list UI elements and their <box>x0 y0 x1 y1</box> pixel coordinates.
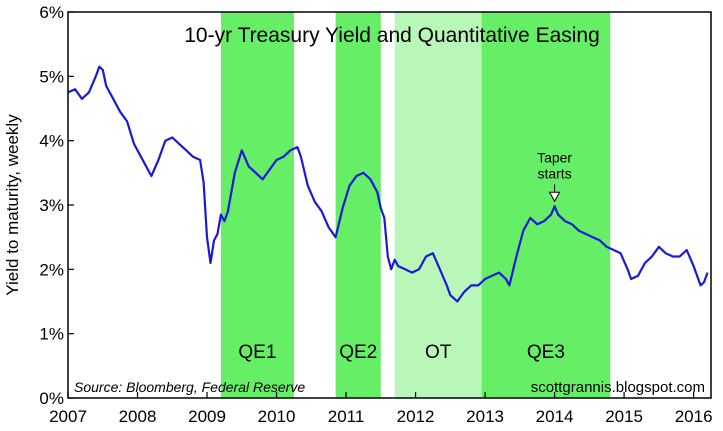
y-tick-label: 6% <box>39 3 64 22</box>
y-tick-label: 2% <box>39 260 64 279</box>
x-tick-label: 2010 <box>258 407 296 426</box>
annotation-arrow-head <box>548 191 561 203</box>
x-tick-label: 2011 <box>328 407 365 426</box>
period-label-qe2: QE2 <box>339 342 377 363</box>
period-band-qe1 <box>220 12 294 398</box>
x-axis: 2007 2008 2009 2010 2011 2012 2013 2014 2015 2016 <box>49 392 713 426</box>
y-tick-label: 5% <box>39 67 64 86</box>
credit-note: scottgrannis.blogspot.com <box>531 379 705 396</box>
annotation-text-1: starts <box>537 165 571 181</box>
x-tick-label: 2009 <box>188 407 226 426</box>
period-label-qe1: QE1 <box>238 342 276 363</box>
x-tick-label: 2007 <box>49 407 87 426</box>
period-band-qe2 <box>335 12 381 398</box>
period-band-ot <box>394 12 482 398</box>
y-tick-label: 3% <box>39 196 64 215</box>
x-tick-label: 2012 <box>397 407 435 426</box>
annotation-text-0: Taper <box>537 149 572 165</box>
chart-title: 10-yr Treasury Yield and Quantitative Ea… <box>184 24 600 47</box>
series-line-0 <box>67 65 709 303</box>
period-labels: QE1 QE2 OT QE3 <box>238 342 565 363</box>
x-tick-label: 2015 <box>605 407 643 426</box>
x-tick-label: 2013 <box>466 407 504 426</box>
y-tick-label: 0% <box>39 389 64 408</box>
series-layer <box>67 65 709 303</box>
y-tick-label: 4% <box>39 132 64 151</box>
y-axis-label: Yield to maturity, weekly <box>3 114 22 296</box>
x-tick-label: 2008 <box>119 407 157 426</box>
x-tick-label: 2014 <box>536 407 574 426</box>
x-tick-label: 2016 <box>675 407 713 426</box>
source-note: Source: Bloomberg, Federal Reserve <box>74 379 305 395</box>
period-label-qe3: QE3 <box>527 342 565 363</box>
period-band-qe3 <box>481 12 611 398</box>
y-tick-label: 1% <box>39 325 64 344</box>
y-axis: 0% 1% 2% 3% 4% 5% 6% <box>39 3 74 408</box>
period-bands <box>220 12 611 398</box>
period-label-ot: OT <box>425 342 452 363</box>
